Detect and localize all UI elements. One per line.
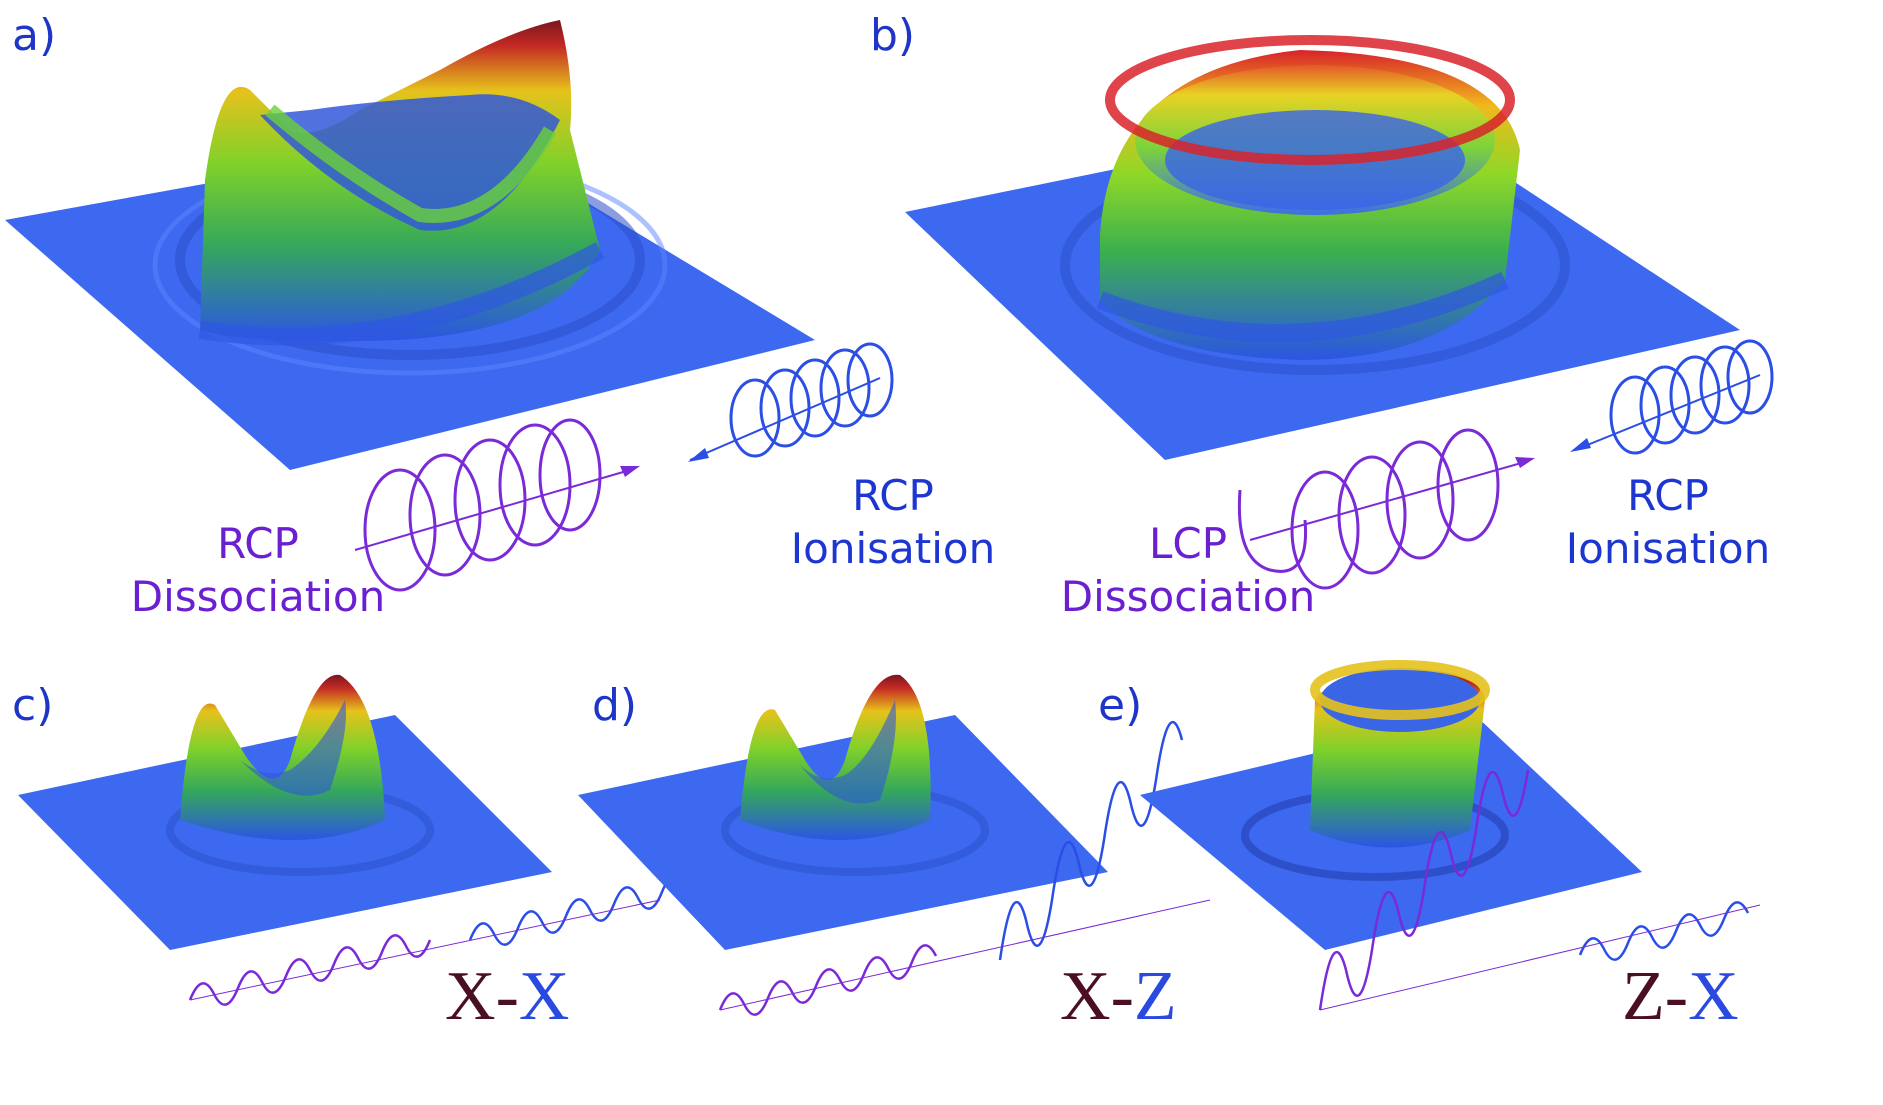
- panel-b-ionisation-wave: [1570, 339, 1774, 455]
- panel-a-surface: [5, 20, 815, 470]
- panel-d-label: d): [592, 680, 638, 731]
- panel-a-dissociation-word: Dissociation: [130, 571, 386, 621]
- panel-b-dissociation-caption: LCP Dissociation: [1048, 518, 1328, 623]
- panel-b-label: b): [870, 10, 916, 61]
- panel-e-first-axis: Z: [1622, 958, 1665, 1035]
- panel-b-surface: [905, 35, 1740, 460]
- panel-c-combo-label: X-X: [445, 962, 569, 1032]
- panel-d-separator: -: [1110, 958, 1134, 1035]
- panel-c-first-axis: X: [445, 958, 496, 1035]
- panel-e-label: e): [1098, 680, 1143, 731]
- panel-c-separator: -: [495, 958, 519, 1035]
- panel-e-wave: [1318, 769, 1761, 1011]
- panel-b-ionisation-pol: RCP: [1627, 471, 1709, 520]
- panel-b-ionisation-word: Ionisation: [1565, 523, 1771, 573]
- panel-a-ionisation-caption: RCP Ionisation: [778, 470, 1008, 575]
- panel-b-dissociation-word: Dissociation: [1060, 571, 1316, 621]
- panel-d-surface: [578, 674, 1108, 950]
- panel-a-dissociation-pol: RCP: [217, 519, 299, 568]
- panel-b-ionisation-caption: RCP Ionisation: [1553, 470, 1783, 575]
- panel-d-second-axis: Z: [1133, 958, 1177, 1035]
- panel-a-label: a): [12, 10, 57, 61]
- panel-c-label: c): [12, 680, 54, 731]
- panel-e-separator: -: [1664, 958, 1689, 1035]
- panel-d-first-axis: X: [1060, 958, 1111, 1035]
- panel-a-ionisation-wave: [688, 342, 894, 462]
- panel-e-surface: [1140, 660, 1642, 950]
- panel-a-dissociation-wave: [354, 418, 640, 592]
- panel-c-surface: [18, 674, 552, 950]
- panel-b-dissociation-wave: [1237, 428, 1535, 590]
- panel-e-second-axis: X: [1688, 958, 1739, 1035]
- panel-b-dissociation-pol: LCP: [1148, 519, 1228, 568]
- panel-a-ionisation-pol: RCP: [852, 471, 934, 520]
- panel-a-dissociation-caption: RCP Dissociation: [118, 518, 398, 623]
- panel-e-combo-label: Z-X: [1622, 962, 1739, 1032]
- panel-d-combo-label: X-Z: [1060, 962, 1177, 1032]
- panel-a-ionisation-word: Ionisation: [790, 523, 996, 573]
- panel-c-second-axis: X: [518, 958, 570, 1035]
